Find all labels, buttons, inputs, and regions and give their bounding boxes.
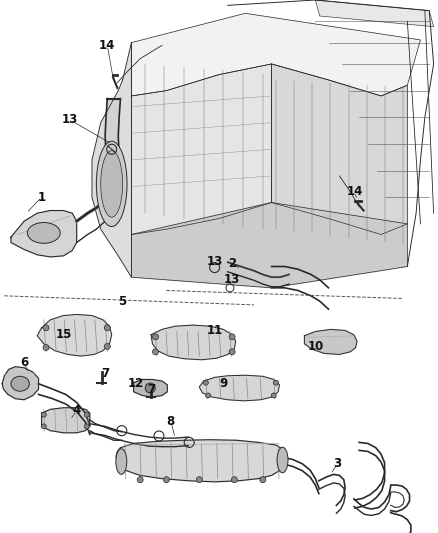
Text: 5: 5 [119,295,127,308]
Polygon shape [37,314,112,356]
Text: 15: 15 [55,328,72,341]
Text: 14: 14 [346,185,363,198]
Circle shape [152,334,159,340]
Text: 7: 7 [147,383,155,395]
Text: 11: 11 [206,324,223,337]
Circle shape [137,477,143,483]
Circle shape [196,477,202,483]
Text: 14: 14 [99,39,116,52]
Ellipse shape [116,449,127,474]
Polygon shape [131,13,420,96]
Circle shape [203,380,208,385]
Circle shape [229,349,235,355]
Polygon shape [134,379,167,397]
Ellipse shape [27,223,60,244]
Text: 8: 8 [167,415,175,427]
Text: 3: 3 [333,457,341,470]
Circle shape [41,424,46,429]
Text: 4: 4 [73,404,81,417]
Text: 13: 13 [62,114,78,126]
Circle shape [271,393,276,398]
Polygon shape [199,375,279,401]
Text: 2: 2 [228,257,236,270]
Polygon shape [304,329,357,354]
Polygon shape [116,440,285,482]
Ellipse shape [101,150,123,217]
Polygon shape [11,211,77,257]
Circle shape [104,325,110,331]
Ellipse shape [277,447,288,473]
Polygon shape [151,325,236,360]
Circle shape [229,334,235,340]
Circle shape [205,393,211,398]
Circle shape [273,380,279,385]
Text: 12: 12 [127,377,144,390]
Circle shape [43,325,49,331]
Circle shape [145,383,155,393]
Circle shape [152,349,159,355]
Text: 13: 13 [206,255,223,268]
Polygon shape [315,0,434,27]
Polygon shape [42,408,90,433]
Polygon shape [272,64,407,235]
Polygon shape [2,367,39,400]
Circle shape [231,477,237,483]
Polygon shape [131,203,407,288]
Polygon shape [131,64,272,235]
Text: 6: 6 [20,356,28,369]
Polygon shape [92,43,131,277]
Text: 13: 13 [224,273,240,286]
Text: 1: 1 [38,191,46,204]
Ellipse shape [11,376,29,391]
Text: 10: 10 [307,340,324,353]
Circle shape [84,424,89,429]
Circle shape [41,412,46,417]
Circle shape [84,412,89,417]
Circle shape [43,344,49,351]
Circle shape [260,477,266,483]
Ellipse shape [96,141,127,227]
Circle shape [163,477,170,483]
Text: 9: 9 [219,377,227,390]
Circle shape [104,343,110,350]
Text: 7: 7 [101,367,109,379]
Polygon shape [105,99,124,197]
